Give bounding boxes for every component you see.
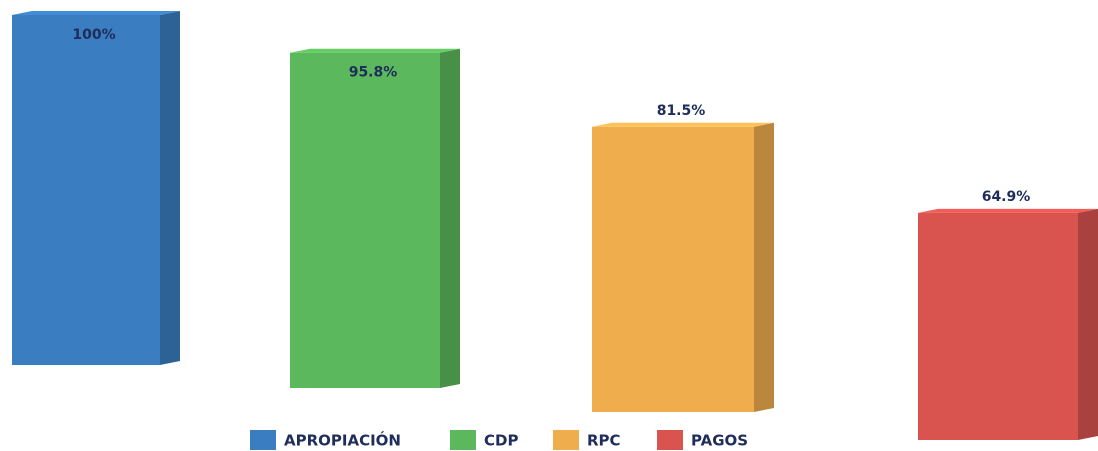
bar [918, 212, 1078, 440]
legend-swatch [250, 430, 276, 450]
value-label: 81.5% [657, 103, 706, 119]
legend-label: PAGOS [691, 432, 748, 450]
legend-label: APROPIACIÓN [284, 431, 401, 450]
bar-side [754, 122, 774, 412]
legend-swatch [450, 430, 476, 450]
legend-swatch [657, 430, 683, 450]
bar [290, 52, 440, 388]
bar-top [290, 48, 460, 53]
bar-top [12, 11, 180, 15]
bar-top [918, 208, 1098, 213]
value-label: 95.8% [349, 65, 398, 81]
bar [592, 126, 754, 412]
legend-swatch [553, 430, 579, 450]
value-label: 64.9% [982, 189, 1031, 205]
bar [12, 15, 160, 365]
bar-top [592, 122, 774, 127]
value-label: 100% [72, 27, 115, 43]
legend-label: RPC [587, 432, 621, 450]
legend-label: CDP [484, 432, 518, 450]
bar-side [1078, 208, 1098, 440]
bar-side [160, 11, 180, 365]
bar-side [440, 48, 460, 388]
